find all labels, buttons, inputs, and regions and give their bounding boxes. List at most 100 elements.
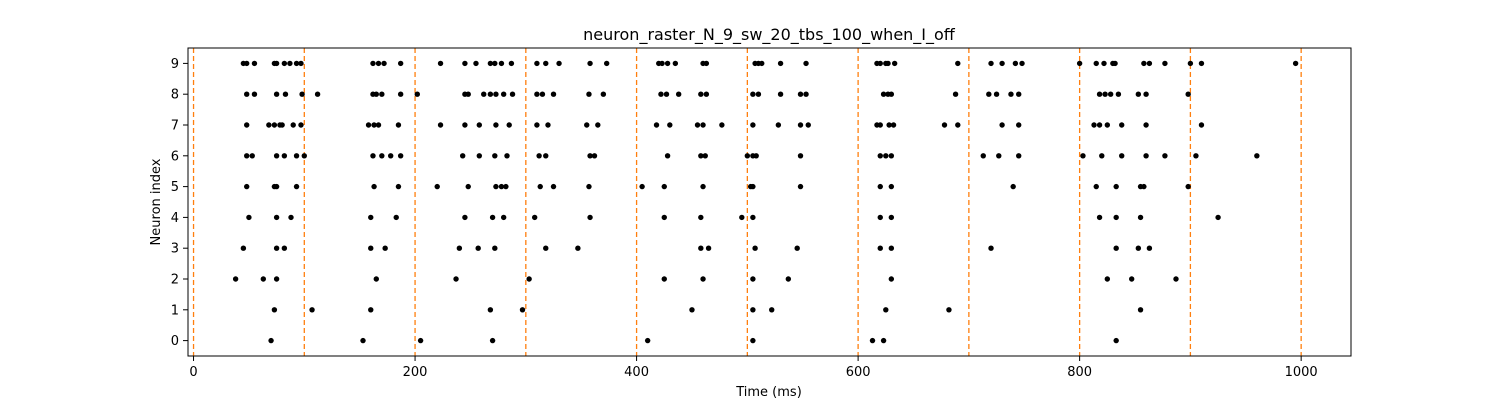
spike-point (700, 122, 706, 128)
spike-point (550, 183, 557, 190)
spike-point (797, 91, 804, 97)
spike-point (382, 245, 388, 251)
spike-point (750, 91, 756, 97)
spike-point (575, 245, 581, 251)
spike-point (279, 122, 285, 128)
spike-point (739, 214, 745, 221)
spike-point (368, 307, 374, 313)
spike-point (584, 122, 590, 128)
spike-point (249, 153, 255, 159)
spike-point (955, 60, 961, 67)
spike-point (639, 183, 645, 190)
spike-point (492, 245, 498, 251)
spike-point (282, 91, 289, 97)
y-tick-label: 9 (171, 57, 179, 72)
spike-point (534, 122, 540, 128)
spike-point (397, 60, 404, 67)
spike-point (244, 60, 250, 67)
spike-point (797, 153, 804, 159)
spike-point (672, 60, 679, 67)
spike-point (1076, 60, 1083, 67)
spike-point (437, 122, 444, 128)
spike-point (244, 153, 250, 159)
spike-point (539, 91, 546, 97)
spike-point (586, 91, 592, 97)
spike-point (888, 91, 895, 97)
spike-point (531, 214, 538, 221)
spike-point (504, 153, 510, 159)
spike-point (1101, 60, 1107, 67)
spike-point (1141, 183, 1147, 190)
spike-point (459, 153, 466, 159)
spike-point (1096, 122, 1103, 128)
spike-point (1143, 122, 1149, 128)
spike-point (273, 276, 280, 282)
spike-point (481, 91, 487, 97)
spike-point (246, 214, 252, 221)
spike-point (705, 245, 712, 251)
spike-point (877, 214, 883, 221)
spike-point (777, 60, 784, 67)
spike-point (508, 60, 515, 67)
spike-point (536, 153, 542, 159)
spike-point (1091, 122, 1097, 128)
spike-point (395, 122, 402, 128)
spike-point (759, 60, 765, 67)
spike-point (489, 214, 496, 221)
spike-point (1193, 153, 1199, 159)
spike-point (266, 122, 272, 128)
spike-point (600, 91, 607, 97)
spike-point (476, 153, 483, 159)
x-tick-label: 600 (846, 365, 871, 380)
spike-point (883, 153, 889, 159)
spike-point (1102, 91, 1108, 97)
spike-point (492, 60, 498, 67)
spike-point (1093, 183, 1099, 190)
y-tick-label: 7 (171, 119, 179, 134)
spike-point (1254, 153, 1260, 159)
x-tick-label: 400 (624, 365, 649, 380)
spike-point (251, 91, 258, 97)
spike-point (880, 91, 887, 97)
spike-point (462, 60, 468, 67)
spike-point (752, 245, 758, 251)
spike-point (595, 122, 601, 128)
spike-point (373, 276, 379, 282)
spike-point (750, 183, 756, 190)
spike-point (368, 245, 374, 251)
spike-point (537, 183, 543, 190)
spike-point (698, 153, 704, 159)
spike-point (244, 91, 250, 97)
spike-point (493, 122, 499, 128)
spike-point (281, 245, 288, 251)
spike-point (1093, 60, 1099, 67)
spike-point (664, 153, 671, 159)
spike-point (271, 307, 278, 313)
spike-point (877, 153, 883, 159)
spike-point (260, 276, 267, 282)
spike-point (785, 276, 792, 282)
spike-point (534, 91, 540, 97)
spike-point (1185, 91, 1191, 97)
spike-point (487, 307, 494, 313)
spike-point (1113, 245, 1119, 251)
spike-point (273, 153, 280, 159)
spike-point (1113, 183, 1119, 190)
spike-point (475, 245, 481, 251)
spike-point (397, 153, 404, 159)
spike-point (298, 122, 304, 128)
spike-point (805, 122, 811, 128)
y-tick-label: 5 (171, 180, 179, 195)
spike-point (434, 183, 440, 190)
spike-point (519, 307, 526, 313)
spike-point (996, 153, 1002, 159)
spike-point (462, 122, 468, 128)
spike-point (393, 214, 399, 221)
spike-point (694, 122, 701, 128)
spike-point (288, 214, 294, 221)
y-tick-label: 8 (171, 88, 179, 103)
spike-point (888, 153, 895, 159)
spike-point (890, 122, 897, 128)
spike-point (993, 91, 1000, 97)
